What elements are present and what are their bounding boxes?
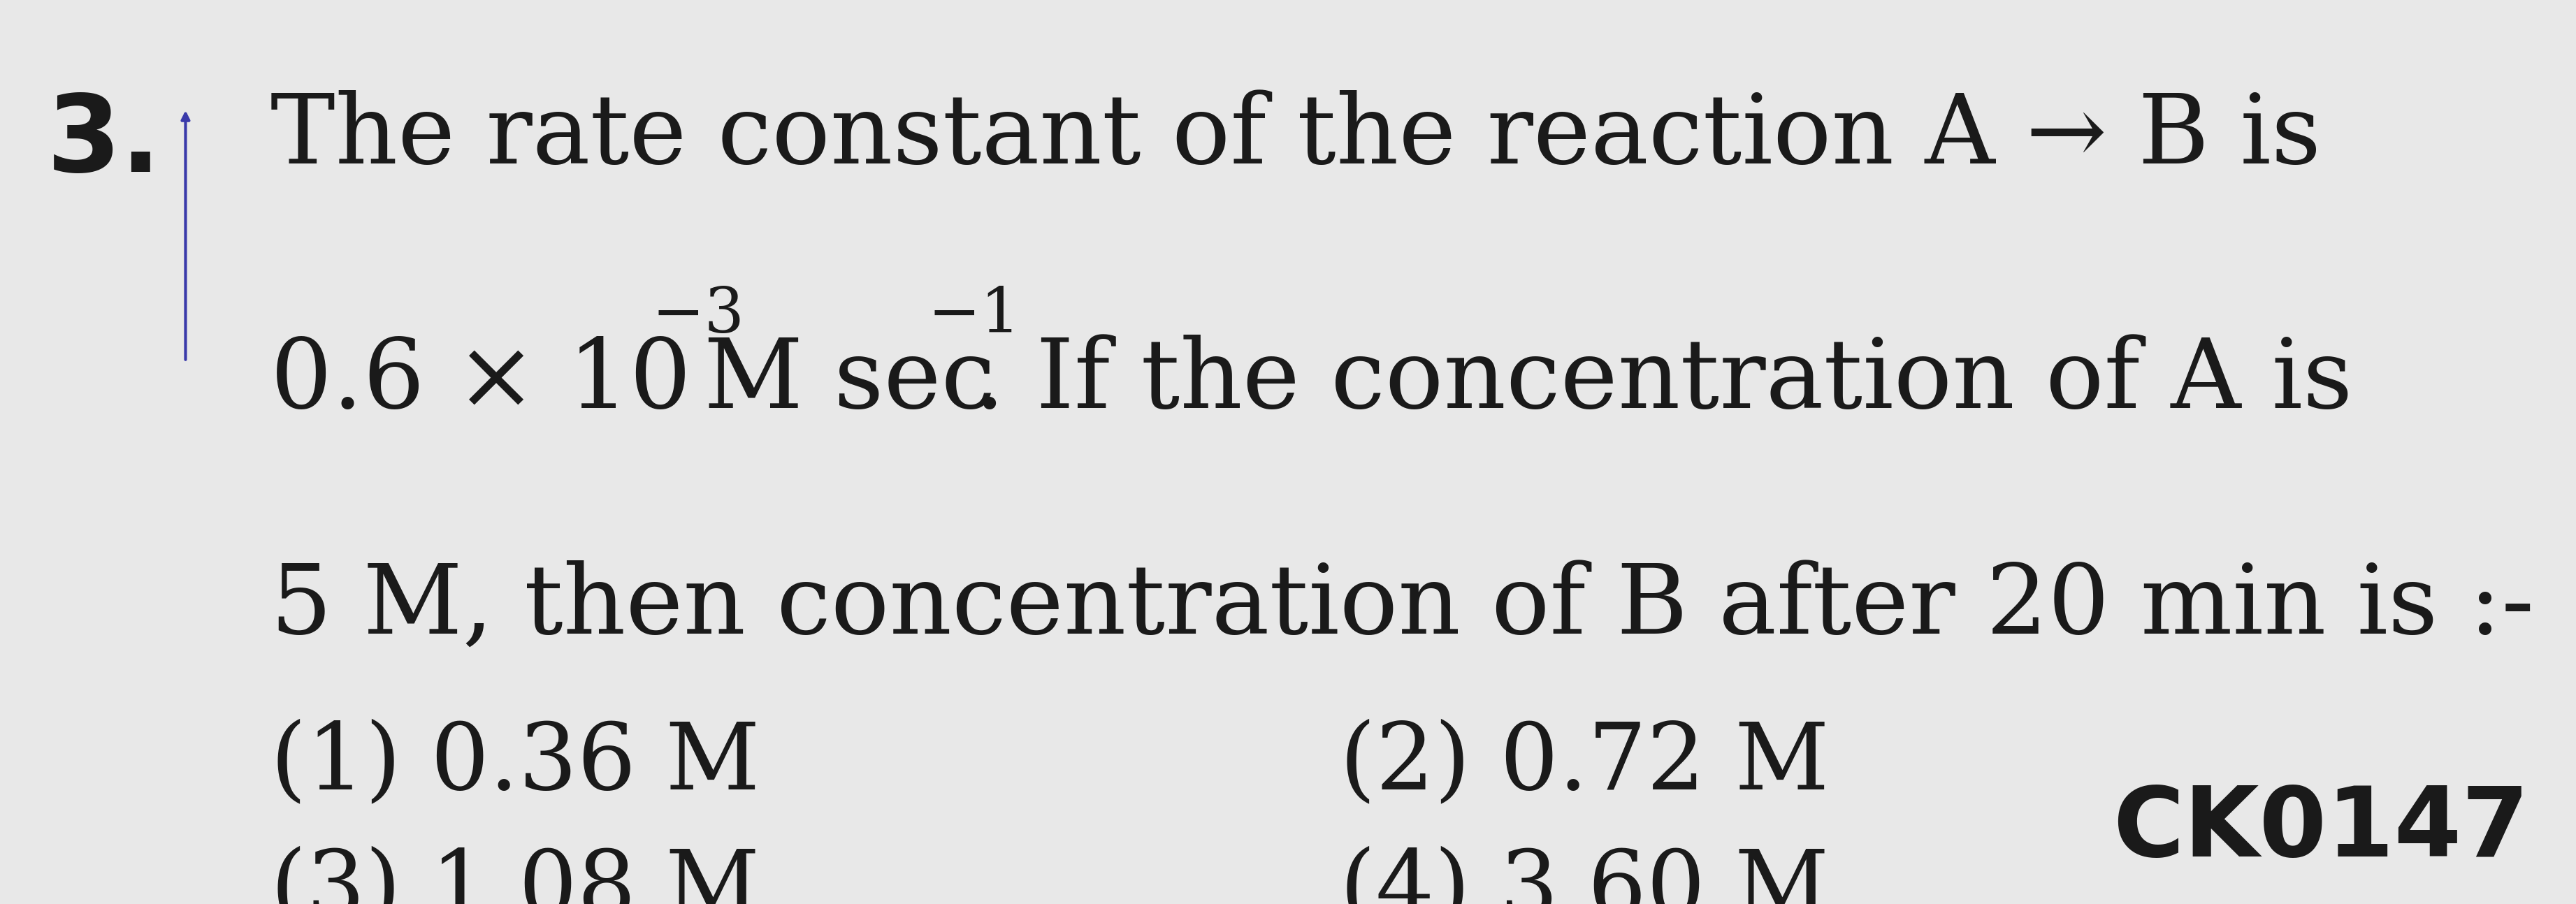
Text: −1: −1 [927, 285, 1020, 346]
Text: 0.6 × 10: 0.6 × 10 [270, 334, 690, 428]
Text: 5 M, then concentration of B after 20 min is :-: 5 M, then concentration of B after 20 mi… [270, 560, 2535, 654]
Text: −3: −3 [652, 285, 744, 346]
Text: (4) 3.60 M: (4) 3.60 M [1340, 845, 1829, 904]
Text: CK0147: CK0147 [2112, 783, 2530, 877]
Text: The rate constant of the reaction A → B is: The rate constant of the reaction A → B … [270, 90, 2321, 184]
Text: (1) 0.36 M: (1) 0.36 M [270, 719, 760, 809]
Text: (2) 0.72 M: (2) 0.72 M [1340, 719, 1829, 809]
Text: (3) 1.08 M: (3) 1.08 M [270, 845, 760, 904]
Text: M sec: M sec [703, 334, 994, 428]
Text: . If the concentration of A is: . If the concentration of A is [974, 334, 2352, 428]
Text: 3.: 3. [46, 90, 162, 194]
